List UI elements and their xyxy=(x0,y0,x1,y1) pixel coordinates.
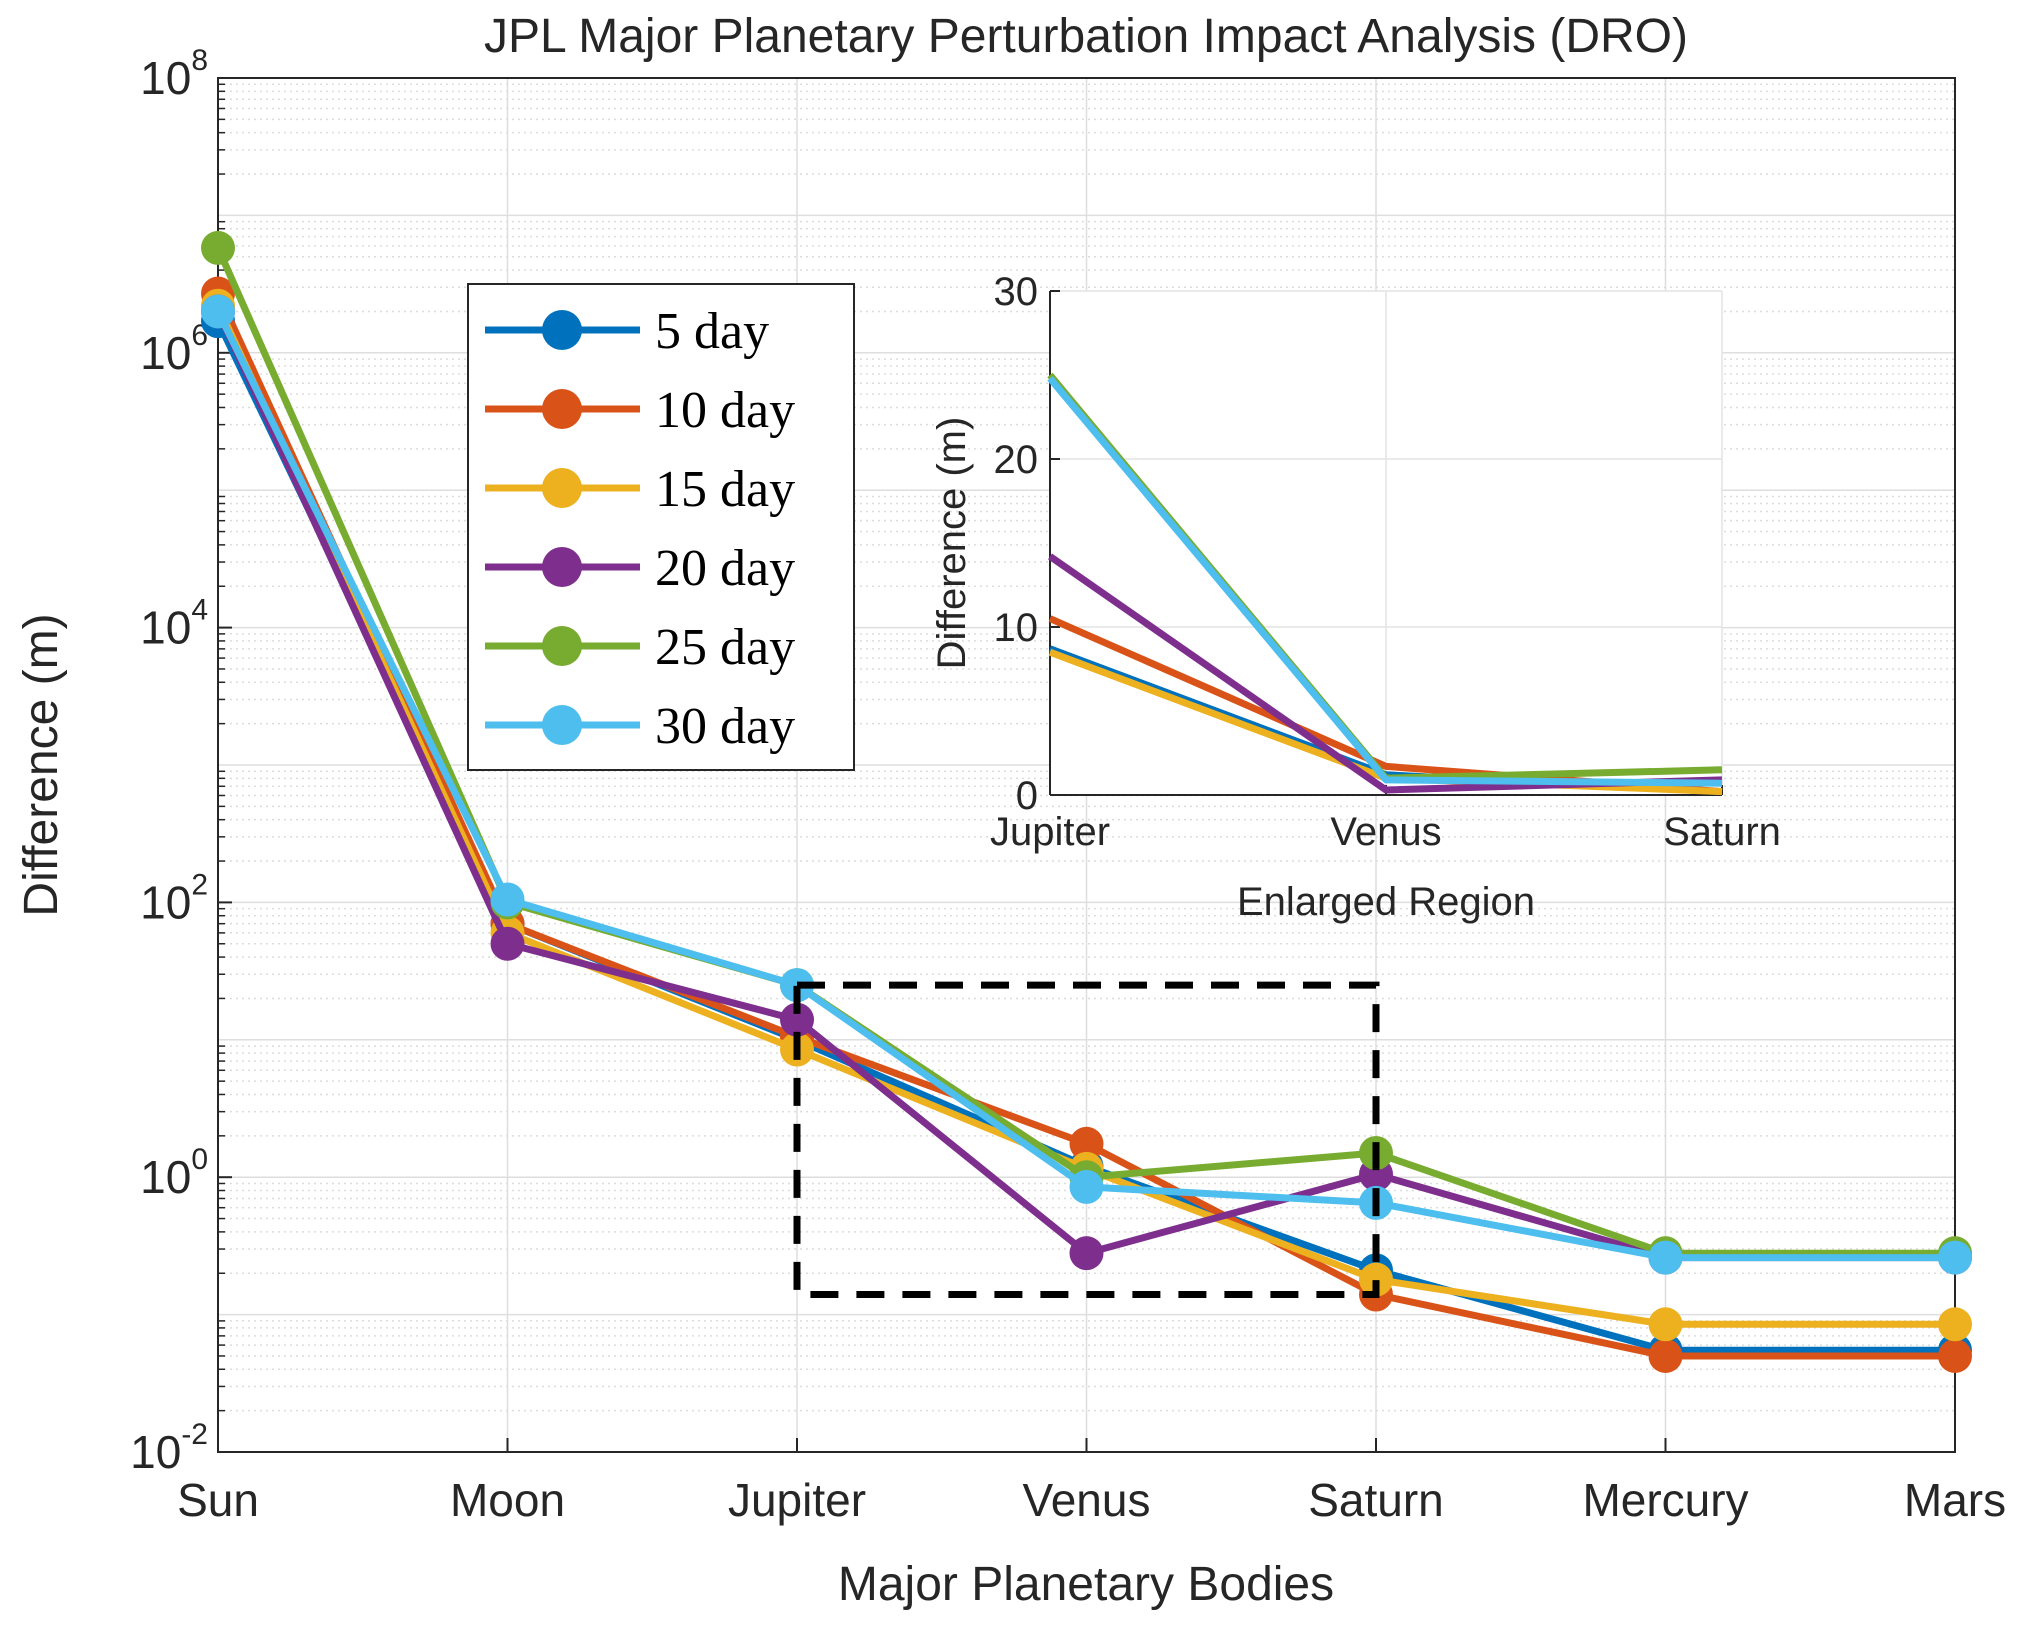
y-tick-label: 100 xyxy=(140,1143,208,1203)
data-point-10-day-mars xyxy=(1938,1338,1972,1373)
zoom-region-box xyxy=(793,981,1380,1299)
main-series xyxy=(201,230,1972,1373)
inset-y-tick-label: 30 xyxy=(994,270,1039,314)
x-tick-label-mercury: Mercury xyxy=(1582,1474,1748,1526)
y-tick-label: 102 xyxy=(140,868,208,928)
main-x-ticks: Sun Moon Jupiter Venus Saturn Mercury Mars xyxy=(177,1438,2006,1526)
data-point-30-day-mars xyxy=(1938,1240,1972,1275)
y-tick-label: 104 xyxy=(140,594,208,654)
legend-label-15-day: 15 day xyxy=(655,461,795,518)
legend-label-25-day: 25 day xyxy=(655,619,795,676)
data-point-10-day-venus xyxy=(1069,1126,1104,1161)
x-tick-label-moon: Moon xyxy=(450,1474,565,1526)
inset-x-ticks: Jupiter Venus Saturn xyxy=(990,785,1781,854)
inset-y-ticks: 0 10 20 30 xyxy=(994,270,1060,818)
legend-marker-15-day xyxy=(542,468,582,508)
data-point-30-day-moon xyxy=(490,882,525,917)
inset-y-tick-label: 20 xyxy=(994,438,1039,482)
legend-marker-25-day xyxy=(542,626,582,666)
x-tick-label-venus: Venus xyxy=(1023,1474,1151,1526)
data-point-10-day-mercury xyxy=(1648,1338,1683,1373)
inset-y-tick-label: 0 xyxy=(1016,774,1038,818)
x-tick-label-sun: Sun xyxy=(177,1474,259,1526)
legend-marker-20-day xyxy=(542,547,582,587)
y-tick-label: 108 xyxy=(140,44,208,104)
y-tick-label: 10-2 xyxy=(130,1418,208,1478)
data-point-15-day-mars xyxy=(1938,1307,1972,1342)
inset-series xyxy=(1047,372,1723,796)
inset-x-axis-label: Enlarged Region xyxy=(1237,880,1535,924)
data-point-30-day-mercury xyxy=(1648,1240,1683,1275)
legend-label-30-day: 30 day xyxy=(655,698,795,755)
inset-y-tick-label: 10 xyxy=(994,606,1039,650)
y-axis-label: Difference (m) xyxy=(15,613,68,916)
data-point-15-day-mercury xyxy=(1648,1307,1683,1342)
x-tick-label-mars: Mars xyxy=(1904,1474,2006,1526)
legend: 5 day 10 day 15 day 20 day 25 day 30 day xyxy=(467,283,855,771)
data-point-30-day-sun xyxy=(201,294,235,329)
data-point-25-day-sun xyxy=(201,230,235,265)
legend-marker-5-day xyxy=(542,310,582,350)
legend-label-5-day: 5 day xyxy=(655,303,769,360)
chart-title: JPL Major Planetary Perturbation Impact … xyxy=(484,10,1688,63)
legend-marker-30-day xyxy=(542,705,582,745)
data-point-20-day-jupiter xyxy=(780,1002,814,1037)
data-point-30-day-venus xyxy=(1069,1169,1104,1204)
inset-series-line-30-day xyxy=(1047,376,1723,787)
inset-y-axis-label: Difference (m) xyxy=(930,417,974,670)
data-point-20-day-venus xyxy=(1069,1236,1104,1271)
inset-x-tick-label-saturn: Saturn xyxy=(1663,810,1781,854)
x-tick-label-saturn: Saturn xyxy=(1308,1474,1444,1526)
inset-x-tick-label-venus: Venus xyxy=(1330,810,1441,854)
x-axis-label: Major Planetary Bodies xyxy=(838,1558,1334,1611)
inset-chart: 0 10 20 30 Jupiter Venus Saturn Difference (m… xyxy=(930,270,1781,924)
inset-x-tick-label-jupiter: Jupiter xyxy=(990,810,1110,854)
legend-marker-10-day xyxy=(542,389,582,429)
data-point-20-day-moon xyxy=(490,926,525,961)
data-point-15-day-saturn xyxy=(1359,1262,1393,1297)
legend-label-10-day: 10 day xyxy=(655,382,795,439)
x-tick-label-jupiter: Jupiter xyxy=(728,1474,866,1526)
legend-label-20-day: 20 day xyxy=(655,540,795,597)
